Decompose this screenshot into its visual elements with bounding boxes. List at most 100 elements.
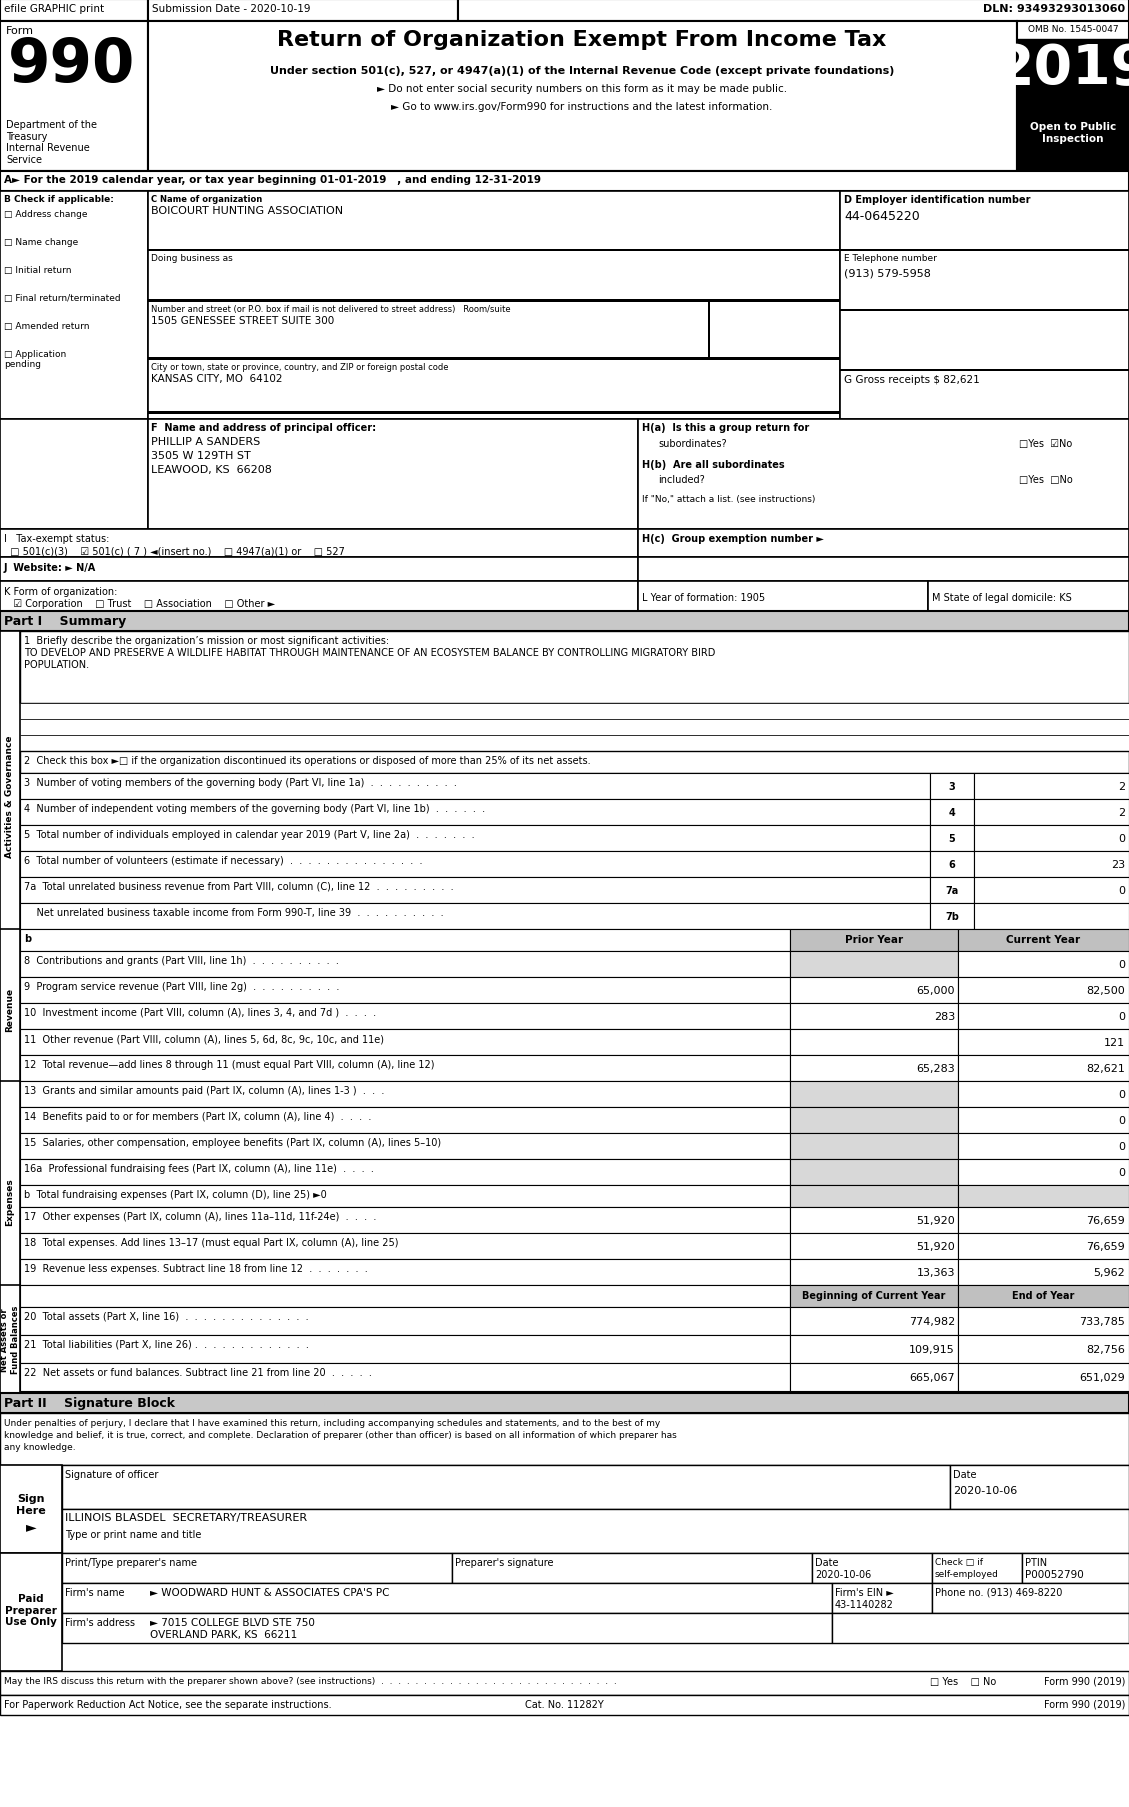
Bar (959, 1081, 1129, 1108)
Bar (930, 878, 974, 904)
Bar (62, 1465, 949, 1509)
Text: 2: 2 (1118, 782, 1124, 791)
Text: 21  Total liabilities (Part X, line 26) .  .  .  .  .  .  .  .  .  .  .  .  .: 21 Total liabilities (Part X, line 26) .… (24, 1339, 309, 1350)
Text: KANSAS CITY, MO  64102: KANSAS CITY, MO 64102 (151, 374, 282, 383)
Text: 51,920: 51,920 (917, 1216, 955, 1225)
Bar (790, 1285, 959, 1306)
Bar (20, 1207, 790, 1234)
Bar (0, 582, 638, 611)
Bar (20, 1030, 790, 1055)
Text: B Check if applicable:: B Check if applicable: (5, 195, 114, 204)
Text: any knowledge.: any knowledge. (5, 1442, 76, 1451)
Text: (913) 579-5958: (913) 579-5958 (844, 267, 931, 278)
Text: End of Year: End of Year (1012, 1290, 1074, 1301)
Text: 44-0645220: 44-0645220 (844, 210, 920, 222)
Bar (974, 826, 1129, 851)
Bar (790, 1160, 959, 1185)
Text: 23: 23 (1111, 860, 1124, 869)
Bar (930, 799, 974, 826)
Bar (708, 300, 710, 358)
Text: Revenue: Revenue (6, 987, 15, 1032)
Bar (0, 1554, 62, 1671)
Text: 2020-10-06: 2020-10-06 (953, 1485, 1017, 1494)
Text: knowledge and belief, it is true, correct, and complete. Declaration of preparer: knowledge and belief, it is true, correc… (5, 1429, 676, 1438)
Bar (638, 419, 1129, 529)
Text: 2020-10-06: 2020-10-06 (815, 1568, 872, 1579)
Bar (930, 773, 974, 799)
Text: 82,756: 82,756 (1086, 1344, 1124, 1353)
Bar (790, 1108, 959, 1133)
Text: Date: Date (953, 1469, 977, 1480)
Text: For Paperwork Reduction Act Notice, see the separate instructions.: For Paperwork Reduction Act Notice, see … (5, 1699, 332, 1709)
Text: Form: Form (6, 25, 34, 36)
Bar (959, 1055, 1129, 1081)
Bar (790, 952, 959, 978)
Bar (0, 192, 148, 419)
Bar (959, 1185, 1129, 1207)
Bar (959, 929, 1129, 952)
Text: b: b (24, 934, 32, 943)
Bar (20, 1259, 790, 1285)
Bar (20, 752, 1129, 773)
Bar (1017, 112, 1129, 172)
Bar (638, 558, 1129, 582)
Text: 121: 121 (1104, 1037, 1124, 1048)
Bar (0, 1081, 20, 1321)
Bar (959, 1362, 1129, 1391)
Bar (930, 826, 974, 851)
Bar (790, 1306, 959, 1335)
Text: 43-1140282: 43-1140282 (835, 1599, 894, 1608)
Bar (148, 419, 638, 529)
Text: 2: 2 (1118, 808, 1124, 817)
Bar (148, 412, 840, 416)
Text: □ Yes    □ No: □ Yes □ No (930, 1677, 996, 1686)
Bar (62, 1554, 452, 1583)
Text: DLN: 93493293013060: DLN: 93493293013060 (983, 4, 1124, 14)
Bar (0, 1285, 20, 1393)
Bar (790, 1335, 959, 1362)
Bar (0, 929, 20, 1090)
Bar (959, 1285, 1129, 1306)
Text: Check □ if: Check □ if (935, 1558, 983, 1567)
Text: D Employer identification number: D Employer identification number (844, 195, 1031, 204)
Bar (20, 826, 930, 851)
Bar (20, 735, 1129, 752)
Text: 76,659: 76,659 (1086, 1241, 1124, 1250)
Bar (0, 172, 1129, 192)
Text: 3: 3 (948, 782, 955, 791)
Bar (933, 1583, 1129, 1614)
Bar (0, 558, 638, 582)
Text: 1505 GENESSEE STREET SUITE 300: 1505 GENESSEE STREET SUITE 300 (151, 316, 334, 325)
Text: Date: Date (815, 1558, 839, 1567)
Bar (928, 582, 1129, 611)
Text: Net unrelated business taxable income from Form 990-T, line 39  .  .  .  .  .  .: Net unrelated business taxable income fr… (24, 907, 444, 918)
Bar (974, 773, 1129, 799)
Bar (20, 1306, 790, 1335)
Bar (1022, 1554, 1129, 1583)
Bar (148, 249, 840, 251)
Bar (959, 1335, 1129, 1362)
Text: 5: 5 (948, 833, 955, 844)
Bar (959, 1160, 1129, 1185)
Text: 109,915: 109,915 (909, 1344, 955, 1353)
Bar (790, 1133, 959, 1160)
Bar (790, 1259, 959, 1285)
Text: 16a  Professional fundraising fees (Part IX, column (A), line 11e)  .  .  .  .: 16a Professional fundraising fees (Part … (24, 1164, 374, 1173)
Bar (20, 773, 930, 799)
Text: A► For the 2019 calendar year, or tax year beginning 01-01-2019   , and ending 1: A► For the 2019 calendar year, or tax ye… (5, 175, 541, 184)
Bar (959, 1259, 1129, 1285)
Text: 0: 0 (1118, 885, 1124, 896)
Text: Open to Public
Inspection: Open to Public Inspection (1030, 121, 1117, 143)
Text: ► Go to www.irs.gov/Form990 for instructions and the latest information.: ► Go to www.irs.gov/Form990 for instruct… (392, 101, 772, 112)
Text: Department of the
Treasury
Internal Revenue
Service: Department of the Treasury Internal Reve… (6, 119, 97, 164)
Bar (62, 1509, 1129, 1554)
Text: Part II    Signature Block: Part II Signature Block (5, 1397, 175, 1409)
Text: □ Application
pending: □ Application pending (5, 351, 67, 369)
Text: ☑ Corporation    □ Trust    □ Association    □ Other ►: ☑ Corporation □ Trust □ Association □ Ot… (5, 598, 275, 609)
Bar (20, 878, 930, 904)
Bar (840, 192, 1129, 419)
Text: LEAWOOD, KS  66208: LEAWOOD, KS 66208 (151, 464, 272, 475)
Text: Print/Type preparer's name: Print/Type preparer's name (65, 1558, 196, 1567)
Text: 8  Contributions and grants (Part VIII, line 1h)  .  .  .  .  .  .  .  .  .  .: 8 Contributions and grants (Part VIII, l… (24, 956, 339, 965)
Bar (959, 1030, 1129, 1055)
